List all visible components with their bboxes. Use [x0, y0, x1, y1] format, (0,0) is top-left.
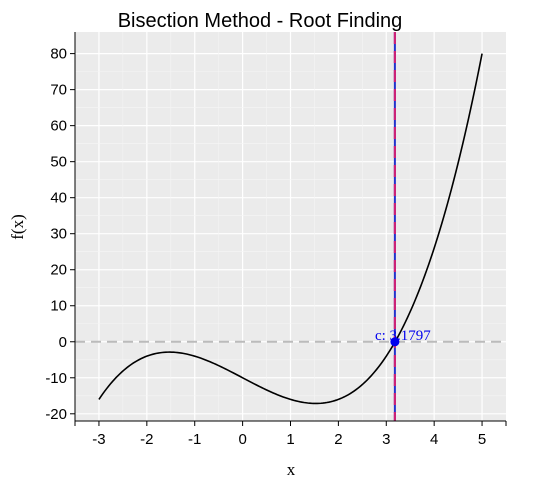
y-tick-label: 70: [50, 82, 67, 99]
root-annotation: c: 3.1797: [375, 328, 431, 344]
x-tick-label: 0: [238, 431, 246, 448]
x-axis-ticks: -3 -2 -1 0 1 2 3 4 5: [74, 421, 507, 448]
x-tick-label: 3: [382, 431, 390, 448]
x-tick-label: -1: [188, 431, 201, 448]
reference-lines: [75, 32, 506, 421]
y-axis-label: f(x): [8, 214, 27, 239]
root-point: [390, 337, 400, 347]
y-axis-ticks: -20 -10 0 10 20 30 40 50 60 70 80: [45, 46, 75, 423]
y-tick-label: 10: [50, 298, 67, 315]
y-tick-label: 60: [50, 118, 67, 135]
x-tick-label: -2: [140, 431, 153, 448]
y-tick-label: 40: [50, 190, 67, 207]
x-tick-label: 4: [430, 431, 438, 448]
y-tick-label: 80: [50, 46, 67, 63]
y-tick-label: 30: [50, 226, 67, 243]
y-tick-label: -20: [45, 406, 67, 423]
chart-title: Bisection Method - Root Finding: [118, 10, 403, 32]
y-tick-label: 50: [50, 154, 67, 171]
x-axis-label: x: [287, 460, 296, 479]
x-tick-label: -3: [92, 431, 105, 448]
y-tick-label: -10: [45, 370, 67, 387]
y-tick-label: 20: [50, 262, 67, 279]
y-tick-label: 0: [59, 334, 67, 351]
x-tick-label: 1: [286, 431, 294, 448]
x-tick-label: 2: [334, 431, 342, 448]
x-tick-label: 5: [478, 431, 486, 448]
function-curve: [98, 53, 483, 405]
grid-lines: [75, 32, 506, 421]
